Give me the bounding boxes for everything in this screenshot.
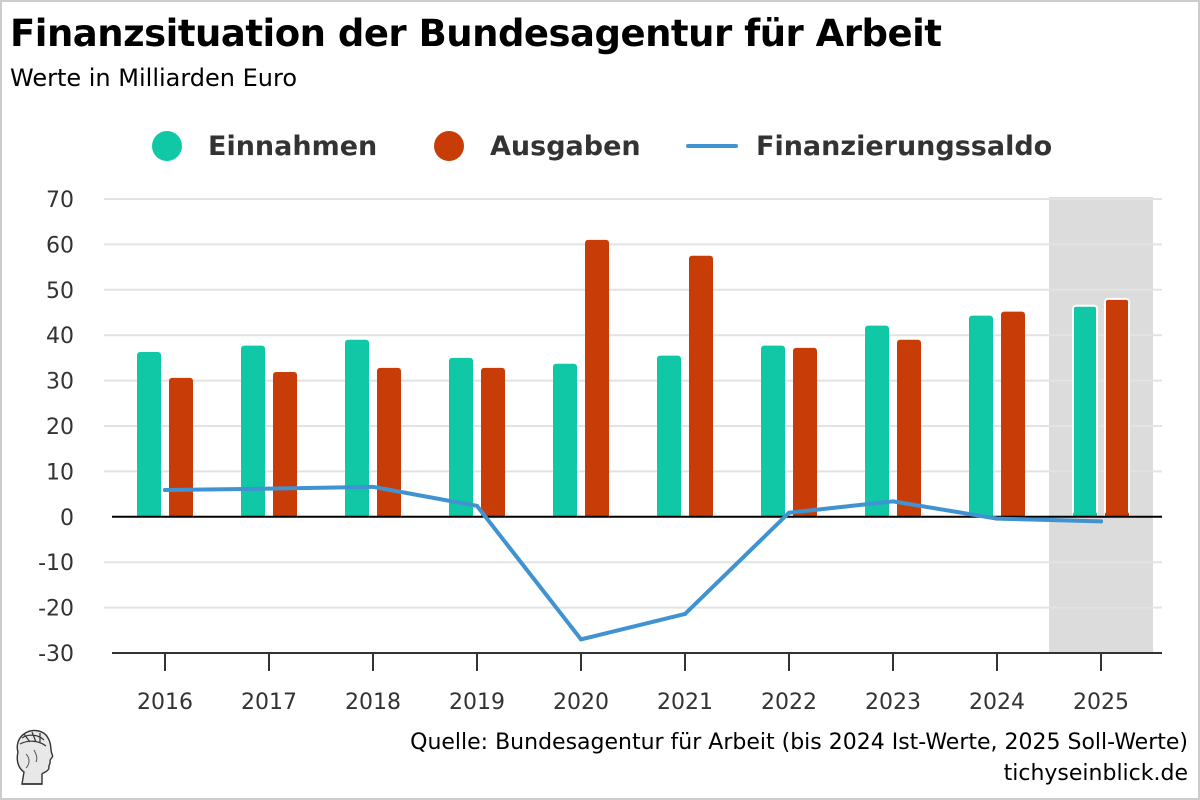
bar-einnahmen-2020 — [553, 363, 577, 517]
bar-base — [449, 512, 473, 517]
bar-base — [273, 512, 297, 517]
bar-base — [865, 512, 889, 517]
x-tick-label: 2023 — [865, 690, 921, 715]
legend-line-icon — [686, 144, 738, 148]
source-note: Quelle: Bundesagentur für Arbeit (bis 20… — [410, 730, 1188, 755]
y-tick-label: 40 — [46, 324, 74, 349]
bar-ausgaben-2016 — [169, 377, 193, 517]
bar-einnahmen-2018 — [345, 339, 369, 517]
bar-base — [793, 512, 817, 517]
bar-ausgaben-2018 — [377, 367, 401, 517]
legend-dot-icon — [152, 131, 182, 161]
x-tick-label: 2017 — [241, 690, 297, 715]
y-tick-label: -30 — [38, 642, 74, 667]
legend-label: Finanzierungssaldo — [756, 130, 1053, 162]
legend-label: Einnahmen — [208, 130, 378, 162]
saldo-point-2020 — [579, 637, 583, 642]
saldo-point-2016 — [163, 488, 167, 493]
axes — [112, 515, 1162, 671]
x-tick-label: 2018 — [345, 690, 401, 715]
bar-ausgaben-2024 — [1001, 311, 1025, 517]
bar-ausgaben-2021 — [689, 255, 713, 517]
y-tick-label: 10 — [46, 460, 74, 485]
bar-base — [1073, 512, 1097, 517]
bar-einnahmen-2017 — [241, 345, 265, 517]
saldo-point-2018 — [371, 484, 375, 489]
chart-subtitle: Werte in Milliarden Euro — [10, 64, 298, 92]
bar-base — [761, 512, 785, 517]
y-tick-label: -10 — [38, 551, 74, 576]
bar-ausgaben-2023 — [897, 339, 921, 517]
saldo-point-2024 — [995, 516, 999, 521]
x-tick-label: 2024 — [969, 690, 1025, 715]
x-tick-labels: 2016 2017 2018 2019 2020 2021 2022 2023 2024 2025 — [137, 690, 1129, 715]
legend: Einnahmen Ausgaben Finanzierungssaldo — [0, 126, 1200, 166]
bar-base — [241, 512, 265, 517]
y-tick-label: 70 — [46, 188, 74, 213]
bar-ausgaben-2017 — [273, 371, 297, 517]
x-tick-label: 2020 — [553, 690, 609, 715]
bar-base — [377, 512, 401, 517]
site-credit[interactable]: tichyseinblick.de — [1003, 761, 1188, 786]
x-tick-label: 2016 — [137, 690, 193, 715]
chart-title: Finanzsituation der Bundesagentur für Ar… — [10, 12, 942, 55]
legend-item-ausgaben[interactable]: Ausgaben — [434, 126, 641, 166]
saldo-line — [163, 484, 1103, 642]
bar-ausgaben-2022 — [793, 347, 817, 517]
bar-base — [585, 512, 609, 517]
bar-base — [897, 512, 921, 517]
bar-base — [481, 512, 505, 517]
bar-base — [553, 512, 577, 517]
bar-einnahmen-2022 — [761, 345, 785, 517]
legend-item-finanzierungssaldo[interactable]: Finanzierungssaldo — [686, 126, 1052, 166]
x-tick-label: 2021 — [657, 690, 713, 715]
bars — [137, 239, 1130, 518]
saldo-point-2022 — [787, 510, 791, 515]
saldo-point-2017 — [267, 486, 271, 491]
saldo-point-2019 — [475, 503, 479, 508]
bar-base — [345, 512, 369, 517]
bar-ausgaben-2019 — [481, 367, 505, 517]
legend-item-einnahmen[interactable]: Einnahmen — [152, 126, 377, 166]
saldo-point-2021 — [683, 611, 687, 616]
x-tick-label: 2019 — [449, 690, 505, 715]
y-tick-label: 30 — [46, 370, 74, 395]
y-tick-label: 50 — [46, 279, 74, 304]
x-tick-label: 2025 — [1073, 690, 1129, 715]
saldo-line-group — [163, 484, 1103, 642]
saldo-point-2025 — [1099, 519, 1103, 524]
bar-einnahmen-2019 — [449, 357, 473, 517]
y-tick-label: 0 — [60, 506, 74, 531]
bar-base — [169, 512, 193, 517]
bar-einnahmen-2016 — [137, 351, 161, 517]
y-tick-label: 20 — [46, 415, 74, 440]
hermes-head-logo-icon — [16, 729, 54, 785]
bar-einnahmen-2025 — [1072, 304, 1098, 518]
saldo-point-2023 — [891, 499, 895, 504]
bar-base — [689, 512, 713, 517]
bar-base — [1001, 512, 1025, 517]
bar-ausgaben-2025 — [1104, 297, 1130, 518]
bar-einnahmen-2024 — [969, 315, 993, 517]
legend-dot-icon — [434, 131, 464, 161]
bar-base — [1105, 512, 1129, 517]
bar-base — [657, 512, 681, 517]
y-tick-label: -20 — [38, 597, 74, 622]
bar-base — [137, 512, 161, 517]
x-tick-label: 2022 — [761, 690, 817, 715]
bar-einnahmen-2023 — [865, 325, 889, 517]
legend-label: Ausgaben — [490, 130, 641, 162]
y-tick-labels: 70 60 50 40 30 20 10 0 -10 -20 -30 — [38, 188, 74, 667]
bar-ausgaben-2020 — [585, 239, 609, 517]
bar-einnahmen-2021 — [657, 355, 681, 517]
y-tick-label: 60 — [46, 233, 74, 258]
